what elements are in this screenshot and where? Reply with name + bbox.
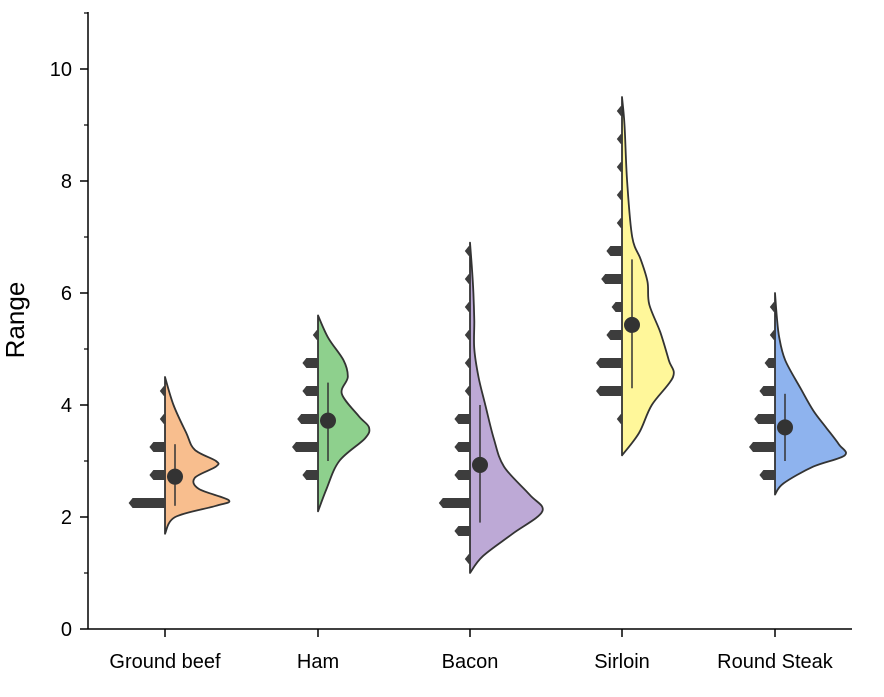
histogram-bar <box>454 414 470 424</box>
histogram-bar <box>302 358 318 368</box>
y-tick-label: 10 <box>50 59 72 81</box>
mean-marker <box>472 456 488 473</box>
violin-half <box>317 314 371 513</box>
mean-marker <box>167 468 183 485</box>
mean-marker <box>624 316 640 333</box>
histogram-bar <box>464 302 470 312</box>
histogram-bar <box>149 470 165 480</box>
histogram-bar <box>749 442 775 452</box>
histogram-bar <box>764 358 775 368</box>
histogram-bar <box>616 106 622 116</box>
violin-half <box>621 96 675 457</box>
histogram-bar <box>616 218 622 228</box>
histogram-bar <box>616 162 622 172</box>
histogram-bar <box>464 358 470 368</box>
plot-area <box>128 96 847 574</box>
histogram-bar <box>754 414 775 424</box>
histogram-bar <box>616 134 622 144</box>
histogram-bar <box>596 358 622 368</box>
y-axis-title: Range <box>0 282 30 359</box>
violin-half <box>164 376 231 535</box>
y-tick-label: 4 <box>61 395 72 417</box>
violin-group-ground-beef <box>128 376 231 535</box>
violin-group-ham <box>292 314 371 513</box>
histogram-bar <box>611 302 622 312</box>
histogram-bar <box>159 386 165 396</box>
histogram-bar <box>606 246 622 256</box>
violin-half <box>774 292 847 496</box>
histogram-bar <box>464 386 470 396</box>
violin-half <box>469 241 544 574</box>
violin-group-round-steak <box>749 292 847 496</box>
histogram-bar <box>297 414 318 424</box>
histogram-bar <box>159 414 165 424</box>
histogram-bar <box>464 330 470 340</box>
y-tick-label: 6 <box>61 283 72 305</box>
histogram-bar <box>454 442 470 452</box>
histogram-bar <box>454 470 470 480</box>
x-ticks: Ground beef Ham Bacon Sirloin Round Steak <box>109 629 834 673</box>
violin-group-sirloin <box>596 96 675 457</box>
histogram-bar <box>759 386 775 396</box>
histogram-bar <box>616 190 622 200</box>
x-tick-label: Bacon <box>442 651 499 673</box>
histogram-bar <box>438 498 470 508</box>
histogram-bar <box>769 302 775 312</box>
histogram-bar <box>616 414 622 424</box>
x-tick-label: Ground beef <box>109 651 221 673</box>
histogram-bar <box>759 470 775 480</box>
x-tick-label: Round Steak <box>717 651 834 673</box>
histogram-bar <box>601 274 622 284</box>
x-tick-label: Ham <box>297 651 339 673</box>
histogram-bar <box>292 442 318 452</box>
y-tick-label: 2 <box>61 507 72 529</box>
y-tick-label: 8 <box>61 171 72 193</box>
mean-marker <box>320 412 336 429</box>
histogram-bar <box>454 526 470 536</box>
y-ticks: 0 2 4 6 8 10 <box>50 12 88 641</box>
histogram-bar <box>464 274 470 284</box>
mean-marker <box>777 419 793 436</box>
histogram-bar <box>596 386 622 396</box>
y-tick-label: 0 <box>61 619 72 641</box>
x-tick-label: Sirloin <box>594 651 650 673</box>
histogram-bar <box>149 442 165 452</box>
histogram-bar <box>312 330 318 340</box>
histogram-bar <box>464 246 470 256</box>
violin-group-bacon <box>438 241 544 574</box>
histogram-bar <box>302 470 318 480</box>
histogram-bar <box>464 554 470 564</box>
histogram-bar <box>302 386 318 396</box>
histogram-bar <box>128 498 165 508</box>
histogram-bar <box>769 330 775 340</box>
histogram-bar <box>606 330 622 340</box>
